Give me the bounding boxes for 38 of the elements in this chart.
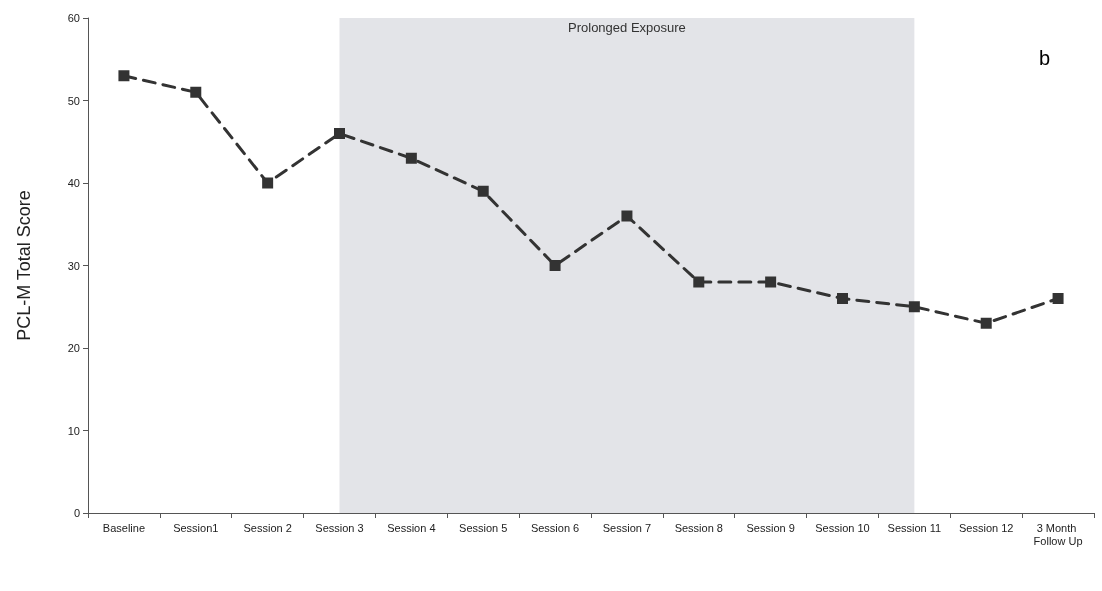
x-tick-label: Session 5 <box>459 521 508 534</box>
point <box>334 128 345 139</box>
x-tick-label: Session 11 <box>887 521 942 534</box>
point <box>118 70 130 82</box>
x-tick-label: 3 Month Follow Up <box>1033 521 1083 547</box>
point <box>477 185 489 197</box>
annotation: b <box>1038 47 1050 69</box>
y-tick-label: 20 <box>67 342 80 354</box>
point <box>262 177 274 189</box>
y-tick-label: 60 <box>67 12 80 24</box>
y-tick-label: 40 <box>67 177 80 189</box>
point <box>837 293 848 304</box>
point <box>405 152 417 164</box>
y-tick-label: 50 <box>67 94 80 107</box>
point <box>549 260 561 271</box>
band-label: Prolonged Exposure <box>568 20 686 35</box>
x-tick-label: Session 10 <box>815 521 870 534</box>
point <box>1052 293 1064 304</box>
x-tick-label: Session 4 <box>387 521 436 534</box>
x-tick-label: Session 7 <box>602 521 652 534</box>
point <box>765 276 777 288</box>
x-tick-label: Baseline <box>102 521 146 534</box>
x-tick-label: Session 2 <box>243 521 292 534</box>
y-tick-label: 10 <box>67 424 80 437</box>
x-tick-label: Session 3 <box>315 521 364 534</box>
x-tick-label: Session1 <box>173 521 219 534</box>
y-tick-label: 0 <box>73 507 80 519</box>
x-tick-label: Session 8 <box>674 521 723 534</box>
point <box>980 317 992 329</box>
y-tick-label: 30 <box>67 259 80 272</box>
x-tick-label: Session 9 <box>746 521 795 534</box>
point <box>693 276 705 288</box>
point <box>621 210 633 222</box>
x-tick-label: Session 12 <box>959 521 1014 534</box>
y-axis-title: PCL-M Total Score <box>14 190 34 341</box>
point <box>190 86 202 98</box>
x-tick-label: Session 6 <box>530 521 580 534</box>
point <box>908 301 920 313</box>
